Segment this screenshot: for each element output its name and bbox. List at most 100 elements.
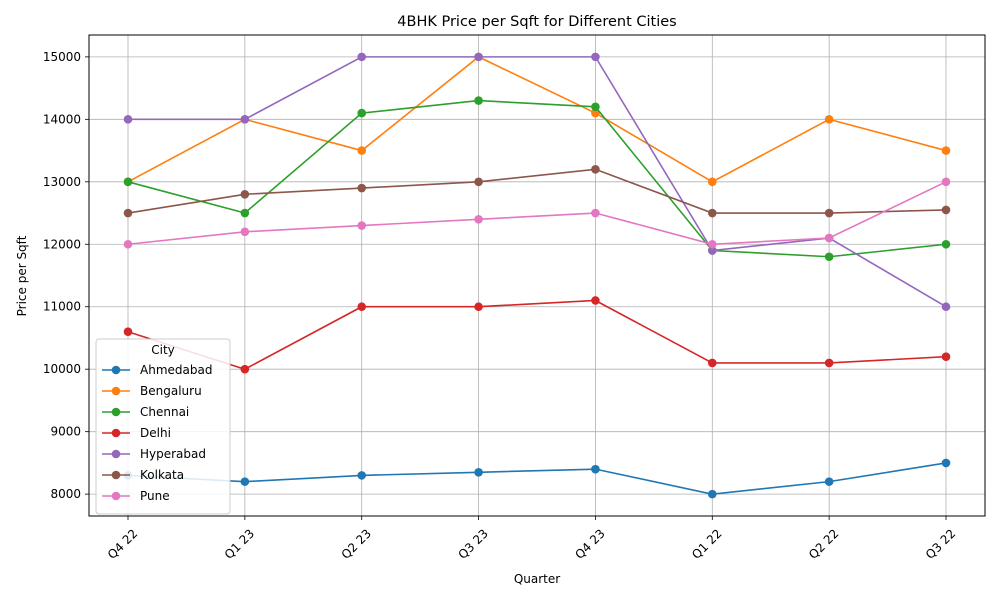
legend-swatch-marker-bengaluru bbox=[111, 386, 121, 396]
data-point-kolkata bbox=[707, 208, 717, 218]
legend-swatch-marker-hyperabad bbox=[111, 449, 121, 459]
data-point-ahmedabad bbox=[240, 477, 250, 486]
y-tick-label: 10000 bbox=[43, 362, 81, 376]
data-point-pune bbox=[707, 239, 717, 249]
series-kolkata bbox=[123, 165, 951, 218]
data-point-ahmedabad bbox=[707, 489, 717, 499]
series-lines bbox=[123, 52, 951, 499]
data-point-chennai bbox=[591, 102, 600, 112]
x-tick-label: Q2 22 bbox=[806, 526, 841, 561]
series-delhi bbox=[123, 296, 951, 374]
data-point-delhi bbox=[123, 327, 133, 337]
plot-area-frame bbox=[88, 34, 986, 517]
data-point-bengaluru bbox=[357, 146, 367, 155]
data-point-ahmedabad bbox=[357, 471, 367, 480]
data-point-kolkata bbox=[357, 183, 367, 193]
x-tick-label: Q4 22 bbox=[105, 526, 140, 561]
data-point-pune bbox=[941, 177, 951, 187]
y-tick-label: 11000 bbox=[43, 300, 81, 314]
legend-label-pune: Pune bbox=[140, 489, 170, 503]
data-point-kolkata bbox=[591, 165, 600, 174]
x-tick-label: Q1 23 bbox=[222, 526, 257, 561]
data-point-delhi bbox=[707, 358, 717, 368]
legend-label-chennai: Chennai bbox=[140, 405, 189, 419]
data-point-delhi bbox=[240, 364, 250, 374]
data-point-delhi bbox=[941, 352, 951, 362]
data-point-bengaluru bbox=[707, 177, 717, 187]
data-point-kolkata bbox=[824, 208, 834, 218]
data-point-hyperabad bbox=[591, 52, 600, 62]
y-tick-label: 14000 bbox=[43, 112, 81, 126]
series-pune bbox=[123, 177, 951, 249]
legend: City Ahmedabad Bengaluru Chennai Delhi Hypera… bbox=[95, 338, 231, 515]
y-tick-label: 8000 bbox=[50, 487, 81, 501]
data-point-pune bbox=[123, 239, 133, 249]
data-point-pune bbox=[357, 221, 367, 230]
data-point-chennai bbox=[474, 96, 483, 105]
legend-label-ahmedabad: Ahmedabad bbox=[140, 363, 212, 377]
data-point-delhi bbox=[824, 358, 834, 368]
legend-swatch-marker-kolkata bbox=[111, 470, 121, 480]
series-line-ahmedabad bbox=[127, 462, 947, 495]
series-ahmedabad bbox=[123, 458, 951, 499]
y-tick-label: 12000 bbox=[43, 237, 81, 251]
y-axis-label: Price per Sqft bbox=[15, 235, 29, 316]
series-line-pune bbox=[127, 181, 947, 246]
data-point-chennai bbox=[357, 108, 367, 118]
data-point-hyperabad bbox=[123, 115, 133, 124]
data-point-hyperabad bbox=[707, 246, 717, 255]
data-point-bengaluru bbox=[941, 146, 951, 155]
series-line-delhi bbox=[127, 299, 947, 371]
x-tick-label: Q1 22 bbox=[689, 526, 724, 561]
data-point-kolkata bbox=[123, 208, 133, 218]
legend-swatch-marker-chennai bbox=[111, 407, 121, 417]
x-tick-label: Q3 23 bbox=[455, 526, 490, 561]
data-point-pune bbox=[240, 227, 250, 237]
data-point-chennai bbox=[123, 177, 133, 187]
legend-label-bengaluru: Bengaluru bbox=[140, 384, 202, 398]
data-point-hyperabad bbox=[240, 115, 250, 124]
legend-swatch-marker-pune bbox=[111, 491, 121, 501]
data-point-ahmedabad bbox=[824, 477, 834, 486]
data-point-ahmedabad bbox=[474, 467, 483, 477]
data-point-chennai bbox=[240, 208, 250, 218]
data-point-pune bbox=[591, 208, 600, 218]
y-tick-label: 15000 bbox=[43, 50, 81, 64]
y-tick-label: 13000 bbox=[43, 175, 81, 189]
data-point-delhi bbox=[591, 296, 600, 305]
data-point-delhi bbox=[474, 302, 483, 312]
legend-swatch-marker-ahmedabad bbox=[111, 365, 121, 375]
series-line-bengaluru bbox=[127, 55, 947, 183]
data-point-bengaluru bbox=[824, 115, 834, 124]
data-point-ahmedabad bbox=[591, 464, 600, 474]
y-tick-label: 9000 bbox=[50, 425, 81, 439]
data-point-delhi bbox=[357, 302, 367, 312]
chart-title: 4BHK Price per Sqft for Different Cities bbox=[397, 14, 676, 30]
x-axis-ticks: Q4 22 Q1 23 Q2 23 Q3 23 Q4 23 Q1 22 Q2 22 Q3 22 bbox=[105, 516, 958, 562]
x-tick-label: Q2 23 bbox=[339, 526, 374, 561]
grid-lines bbox=[89, 35, 985, 516]
data-point-hyperabad bbox=[357, 52, 367, 62]
legend-label-kolkata: Kolkata bbox=[140, 468, 184, 482]
series-line-hyperabad bbox=[128, 56, 947, 308]
legend-label-delhi: Delhi bbox=[140, 426, 171, 440]
data-point-kolkata bbox=[941, 205, 951, 215]
legend-title: City bbox=[151, 343, 175, 357]
data-point-pune bbox=[474, 214, 483, 224]
data-point-ahmedabad bbox=[941, 458, 951, 468]
data-point-kolkata bbox=[240, 189, 250, 199]
y-axis-ticks: 8000 9000 10000 11000 12000 13000 14000 15000 bbox=[43, 50, 89, 501]
data-point-hyperabad bbox=[474, 52, 483, 62]
data-point-pune bbox=[824, 233, 834, 243]
legend-swatch-marker-delhi bbox=[111, 428, 121, 438]
data-point-bengaluru bbox=[591, 108, 600, 118]
x-tick-label: Q4 23 bbox=[572, 526, 607, 561]
series-hyperabad bbox=[123, 52, 951, 312]
series-line-kolkata bbox=[127, 168, 947, 214]
data-point-chennai bbox=[941, 239, 951, 249]
data-point-hyperabad bbox=[941, 302, 951, 312]
data-point-chennai bbox=[824, 252, 834, 262]
legend-box bbox=[95, 338, 231, 515]
data-point-kolkata bbox=[474, 177, 483, 187]
